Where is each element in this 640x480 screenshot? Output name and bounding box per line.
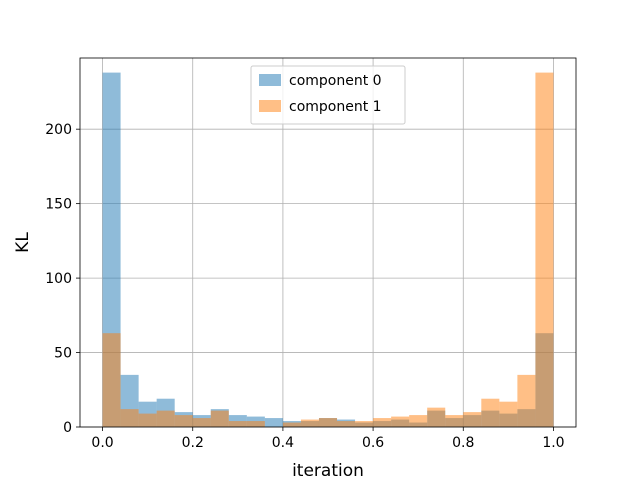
y-tick-label: 50 [54, 346, 72, 362]
bar-component-1 [174, 415, 193, 427]
legend-swatch-component-1 [259, 100, 281, 112]
bar-component-1 [102, 333, 121, 427]
y-tick-label: 0 [63, 420, 72, 436]
legend: component 0 component 1 [250, 65, 406, 125]
bar-component-1 [192, 418, 211, 427]
bar-component-1 [228, 421, 247, 427]
bar-component-1 [391, 416, 410, 427]
bar-component-1 [445, 415, 464, 427]
bar-component-1 [138, 413, 157, 427]
bar-component-1 [300, 419, 319, 427]
bar-component-1 [355, 421, 374, 427]
legend-label-component-0: component 0 [289, 73, 382, 89]
bar-component-1 [120, 409, 139, 427]
bar-component-1 [210, 410, 229, 427]
bar-component-1 [318, 418, 338, 427]
bar-component-1 [282, 422, 301, 427]
y-tick-label: 200 [45, 122, 72, 138]
bar-component-1 [481, 398, 500, 427]
x-tick-label: 0.2 [182, 435, 204, 451]
bar-component-1 [427, 407, 446, 427]
y-axis-label: KL [13, 232, 33, 253]
bar-component-1 [535, 72, 554, 427]
bar-component-1 [517, 374, 536, 427]
bar-component-1 [337, 421, 356, 427]
bar-component-1 [409, 415, 428, 427]
x-tick-label: 0.6 [362, 435, 384, 451]
histogram-bars [102, 72, 554, 427]
legend-swatch-component-0 [259, 74, 281, 86]
plot-frame [79, 57, 577, 428]
x-tick-label: 0.8 [452, 435, 474, 451]
bar-component-1 [373, 418, 392, 427]
bar-component-1 [499, 401, 518, 427]
x-tick-label: 0.0 [91, 435, 113, 451]
bar-component-1 [463, 412, 482, 427]
x-tick-label: 0.4 [272, 435, 294, 451]
bar-component-1 [156, 410, 175, 427]
legend-label-component-1: component 1 [289, 99, 382, 115]
bar-component-0 [264, 418, 283, 427]
axis-ticks: 0.0 0.2 0.4 0.6 0.8 1.0 0 50 100 150 200 [45, 122, 564, 451]
y-tick-label: 150 [45, 197, 72, 213]
x-tick-label: 1.0 [542, 435, 564, 451]
bar-component-1 [246, 421, 265, 427]
y-tick-label: 100 [45, 271, 72, 287]
legend-box [250, 65, 406, 125]
x-axis-label: iteration [292, 461, 364, 480]
